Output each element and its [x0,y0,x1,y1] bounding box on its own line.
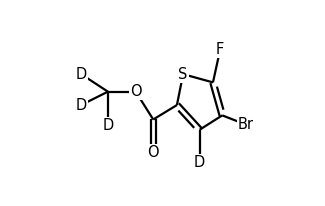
Text: O: O [130,84,141,99]
Text: Br: Br [238,117,254,132]
Text: D: D [194,155,205,170]
Text: S: S [178,67,188,82]
Text: D: D [75,67,87,82]
Text: O: O [148,145,159,160]
Text: D: D [75,98,87,112]
Text: D: D [102,118,113,133]
Text: F: F [216,42,224,57]
